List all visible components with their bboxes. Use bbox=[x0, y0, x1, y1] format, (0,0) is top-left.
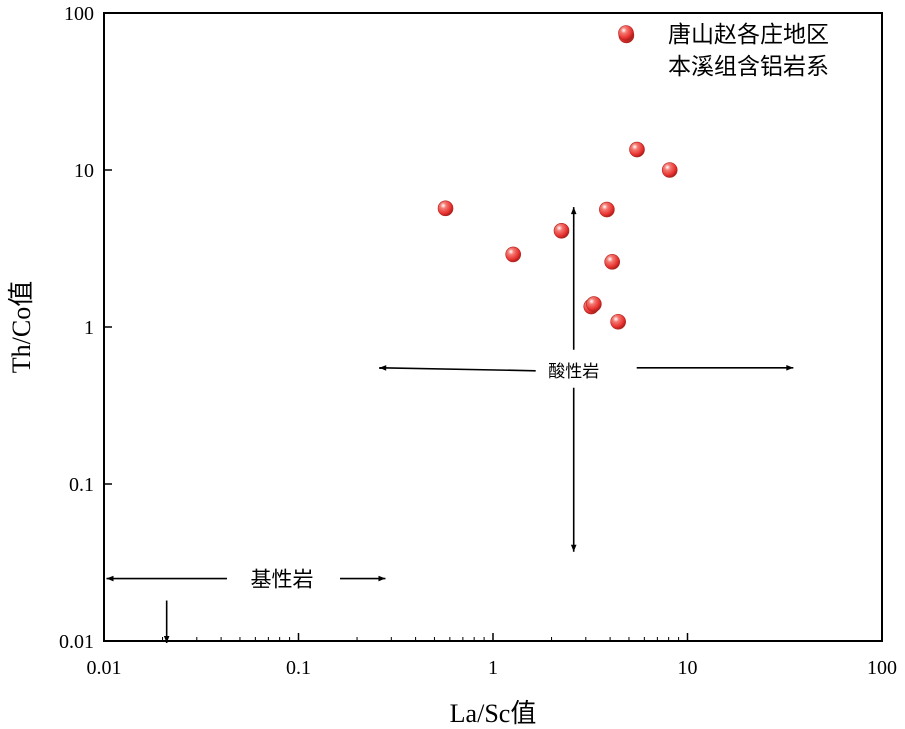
y-tick-label: 1 bbox=[84, 317, 94, 339]
y-tick-label: 10 bbox=[74, 160, 94, 182]
y-axis-title: Th/Co值 bbox=[7, 281, 36, 373]
y-tick-label: 0.1 bbox=[69, 474, 94, 496]
plot-frame bbox=[103, 12, 883, 642]
x-tick-label: 100 bbox=[867, 657, 897, 679]
legend-label-line: 唐山赵各庄地区 bbox=[668, 22, 829, 48]
x-tick-label: 0.1 bbox=[286, 657, 311, 679]
x-tick-label: 10 bbox=[678, 657, 698, 679]
y-tick-label: 0.01 bbox=[59, 631, 94, 653]
data-point bbox=[610, 313, 626, 330]
y-tick-label: 100 bbox=[64, 3, 94, 25]
data-point bbox=[629, 141, 645, 158]
data-point bbox=[599, 201, 615, 218]
data-point bbox=[661, 162, 678, 178]
data-point bbox=[505, 246, 521, 263]
legend-label-line: 本溪组含铝岩系 bbox=[668, 54, 829, 80]
data-point bbox=[586, 296, 602, 312]
basic-rock-label: 基性岩 bbox=[250, 568, 313, 592]
legend-marker bbox=[618, 25, 634, 41]
x-tick-label: 0.01 bbox=[87, 657, 122, 679]
x-tick-label: 1 bbox=[488, 657, 498, 679]
acidic-rock-label: 酸性岩 bbox=[548, 362, 599, 382]
acidic-left-arrow bbox=[379, 365, 536, 372]
data-point bbox=[553, 222, 570, 239]
x-axis-title: La/Sc值 bbox=[450, 699, 537, 728]
data-point bbox=[437, 200, 454, 217]
data-point bbox=[604, 254, 620, 270]
